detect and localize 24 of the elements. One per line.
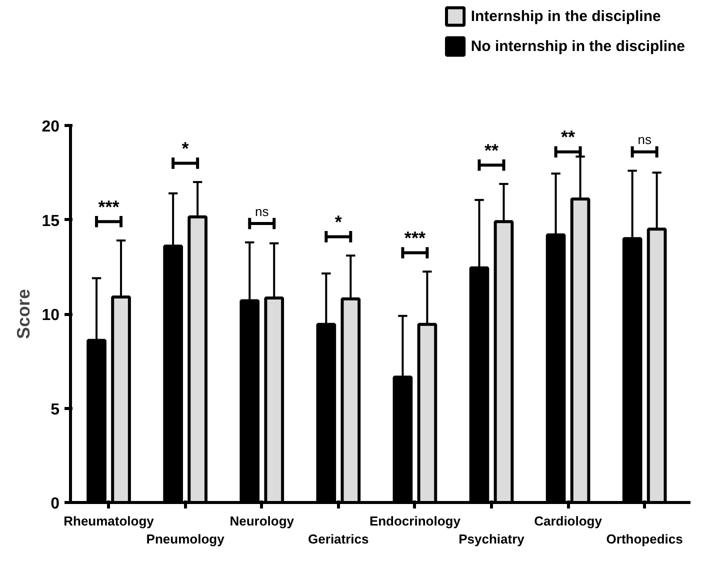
annotation: ns [638, 132, 652, 148]
y-tick-label: 15 [42, 212, 60, 230]
x-tick-label: Rheumatology [64, 514, 155, 528]
x-tick-label: Geriatrics [308, 532, 369, 546]
x-tick-label: Psychiatry [458, 532, 526, 546]
annotation: ns [254, 204, 270, 219]
legend-label: No internship in the discipline [470, 38, 685, 54]
annotation: * [182, 138, 189, 158]
annotation: *** [404, 228, 426, 248]
y-axis-title: Score [14, 288, 34, 340]
x-tick-label: Orthopedics [606, 532, 683, 546]
annotation: * [334, 212, 342, 232]
y-tick-label: 20 [42, 118, 60, 136]
annotation: ** [561, 127, 576, 148]
annotation: ** [484, 140, 498, 160]
y-tick-label: 0 [50, 496, 60, 512]
legend-label: Internship in the discipline [470, 8, 661, 24]
x-tick-label: Endocrinology [369, 514, 462, 528]
x-tick-label: Neurology [230, 514, 295, 528]
y-tick-label: 5 [50, 401, 60, 418]
x-tick-label: Cardiology [534, 514, 603, 528]
y-tick-label: 10 [42, 307, 60, 324]
x-tick-label: Pneumology [146, 532, 226, 546]
annotation: *** [98, 196, 120, 217]
